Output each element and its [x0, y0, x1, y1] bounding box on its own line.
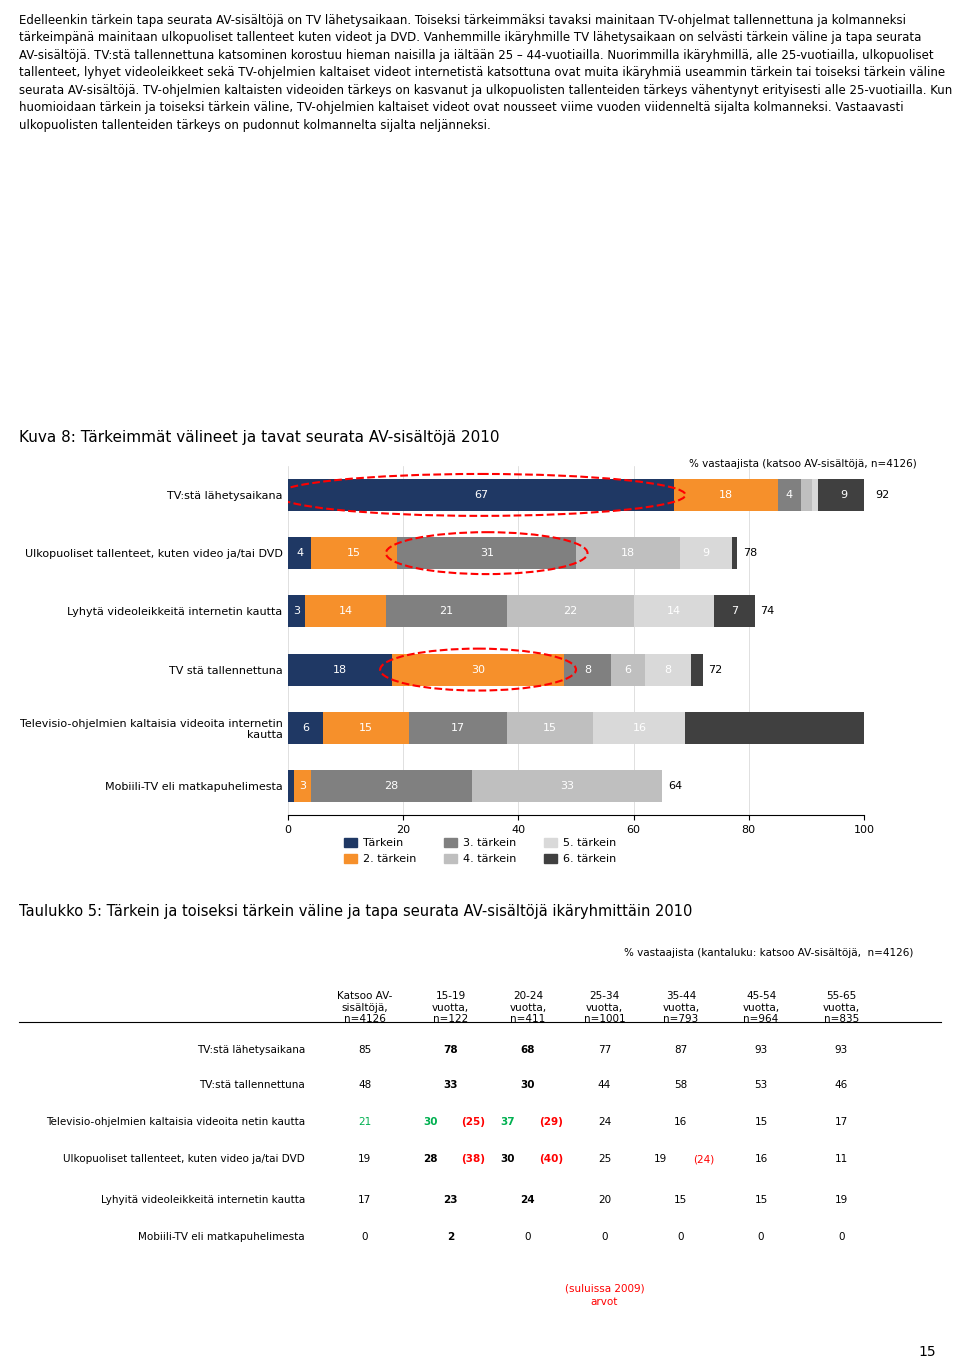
Text: 17: 17	[834, 1117, 848, 1128]
Text: 31: 31	[480, 548, 493, 558]
Text: Ulkopuoliset tallenteet, kuten video ja/tai DVD: Ulkopuoliset tallenteet, kuten video ja/…	[63, 1154, 305, 1164]
Bar	[593, 712, 685, 744]
Text: 30: 30	[423, 1117, 438, 1128]
Text: 15: 15	[348, 548, 361, 558]
Text: (suluissa 2009)
arvot: (suluissa 2009) arvot	[564, 1284, 644, 1307]
Text: % vastaajista (katsoo AV-sisältöjä, n=4126): % vastaajista (katsoo AV-sisältöjä, n=41…	[689, 459, 917, 469]
Text: 25-34
vuotta,
n=1001: 25-34 vuotta, n=1001	[584, 991, 625, 1025]
Text: 93: 93	[834, 1045, 848, 1055]
Bar	[311, 770, 472, 801]
Text: Taulukko 5: Tärkein ja toiseksi tärkein väline ja tapa seurata AV-sisältöjä ikär: Taulukko 5: Tärkein ja toiseksi tärkein …	[19, 904, 692, 918]
Text: Katsoo AV-
sisältöjä,
n=4126: Katsoo AV- sisältöjä, n=4126	[337, 991, 393, 1025]
Text: Lyhyitä videoleikkeitä internetin kautta: Lyhyitä videoleikkeitä internetin kautta	[101, 1195, 305, 1206]
Text: 15-19
vuotta,
n=122: 15-19 vuotta, n=122	[432, 991, 469, 1025]
Text: 30: 30	[471, 664, 485, 674]
Bar	[386, 596, 507, 627]
Bar	[714, 596, 755, 627]
Text: 30: 30	[520, 1080, 535, 1091]
Text: 9: 9	[840, 490, 848, 500]
Text: 11: 11	[834, 1154, 848, 1164]
Text: 85: 85	[358, 1045, 372, 1055]
Text: (38): (38)	[462, 1154, 486, 1164]
Text: 4: 4	[785, 490, 793, 500]
Bar	[472, 770, 662, 801]
Text: 20: 20	[598, 1195, 611, 1206]
Text: 24: 24	[598, 1117, 612, 1128]
Text: 15: 15	[543, 723, 557, 733]
Bar	[564, 653, 611, 685]
Text: 33: 33	[561, 781, 574, 790]
Bar	[685, 712, 960, 744]
Text: 18: 18	[333, 664, 347, 674]
Text: 21: 21	[440, 607, 453, 616]
Text: 35-44
vuotta,
n=793: 35-44 vuotta, n=793	[662, 991, 700, 1025]
Text: 0: 0	[838, 1232, 845, 1243]
Bar	[576, 537, 680, 569]
Text: 8: 8	[664, 664, 672, 674]
Bar	[818, 479, 870, 511]
Bar	[288, 712, 323, 744]
Text: 19: 19	[654, 1154, 667, 1164]
Text: 22: 22	[564, 607, 577, 616]
Text: 25: 25	[598, 1154, 612, 1164]
Text: (25): (25)	[462, 1117, 486, 1128]
Bar	[634, 596, 714, 627]
Text: 87: 87	[674, 1045, 687, 1055]
Text: 0: 0	[525, 1232, 531, 1243]
Bar	[288, 596, 305, 627]
Bar	[288, 770, 294, 801]
Bar	[323, 712, 409, 744]
Text: (29): (29)	[539, 1117, 563, 1128]
Bar	[288, 479, 674, 511]
Text: 6: 6	[301, 723, 309, 733]
Text: 78: 78	[444, 1045, 458, 1055]
Text: 14: 14	[339, 607, 352, 616]
Text: 7: 7	[731, 607, 738, 616]
Text: 64: 64	[668, 781, 683, 790]
Text: 3: 3	[293, 607, 300, 616]
Text: 8: 8	[584, 664, 591, 674]
Bar	[611, 653, 645, 685]
Text: 16: 16	[633, 723, 646, 733]
Text: 67: 67	[474, 490, 488, 500]
Text: 78: 78	[743, 548, 757, 558]
Text: Televisio-ohjelmien kaltaisia videoita netin kautta: Televisio-ohjelmien kaltaisia videoita n…	[46, 1117, 305, 1128]
Text: 23: 23	[444, 1195, 458, 1206]
Bar	[507, 596, 634, 627]
Bar	[507, 712, 593, 744]
Text: 30: 30	[500, 1154, 515, 1164]
Text: (24): (24)	[693, 1154, 714, 1164]
Text: 4: 4	[296, 548, 303, 558]
Text: 44: 44	[598, 1080, 612, 1091]
Text: 24: 24	[520, 1195, 536, 1206]
Bar	[680, 537, 732, 569]
Text: 53: 53	[755, 1080, 768, 1091]
Text: 68: 68	[520, 1045, 535, 1055]
Text: 48: 48	[358, 1080, 372, 1091]
Text: 16: 16	[755, 1154, 768, 1164]
Text: 55-65
vuotta,
n=835: 55-65 vuotta, n=835	[823, 991, 860, 1025]
Text: 18: 18	[719, 490, 732, 500]
Bar	[288, 537, 311, 569]
Bar	[812, 479, 818, 511]
Bar	[409, 712, 507, 744]
Bar	[294, 770, 311, 801]
Bar	[392, 653, 564, 685]
Text: 17: 17	[451, 723, 465, 733]
Text: 28: 28	[423, 1154, 438, 1164]
Text: 18: 18	[621, 548, 635, 558]
Text: 70: 70	[880, 723, 894, 733]
Text: 21: 21	[358, 1117, 372, 1128]
Text: TV:stä tallennettuna: TV:stä tallennettuna	[199, 1080, 305, 1091]
Text: 20-24
vuotta,
n=411: 20-24 vuotta, n=411	[510, 991, 546, 1025]
Text: 77: 77	[598, 1045, 612, 1055]
Text: 15: 15	[359, 723, 372, 733]
Text: Edelleenkin tärkein tapa seurata AV-sisältöjä on TV lähetysaikaan. Toiseksi tärk: Edelleenkin tärkein tapa seurata AV-sisä…	[19, 14, 952, 132]
Bar	[778, 479, 801, 511]
Text: 0: 0	[678, 1232, 684, 1243]
Text: 33: 33	[444, 1080, 458, 1091]
Text: 15: 15	[755, 1195, 768, 1206]
Text: TV:stä lähetysaikana: TV:stä lähetysaikana	[197, 1045, 305, 1055]
Text: 15: 15	[755, 1117, 768, 1128]
Text: Mobiili-TV eli matkapuhelimesta: Mobiili-TV eli matkapuhelimesta	[138, 1232, 305, 1243]
